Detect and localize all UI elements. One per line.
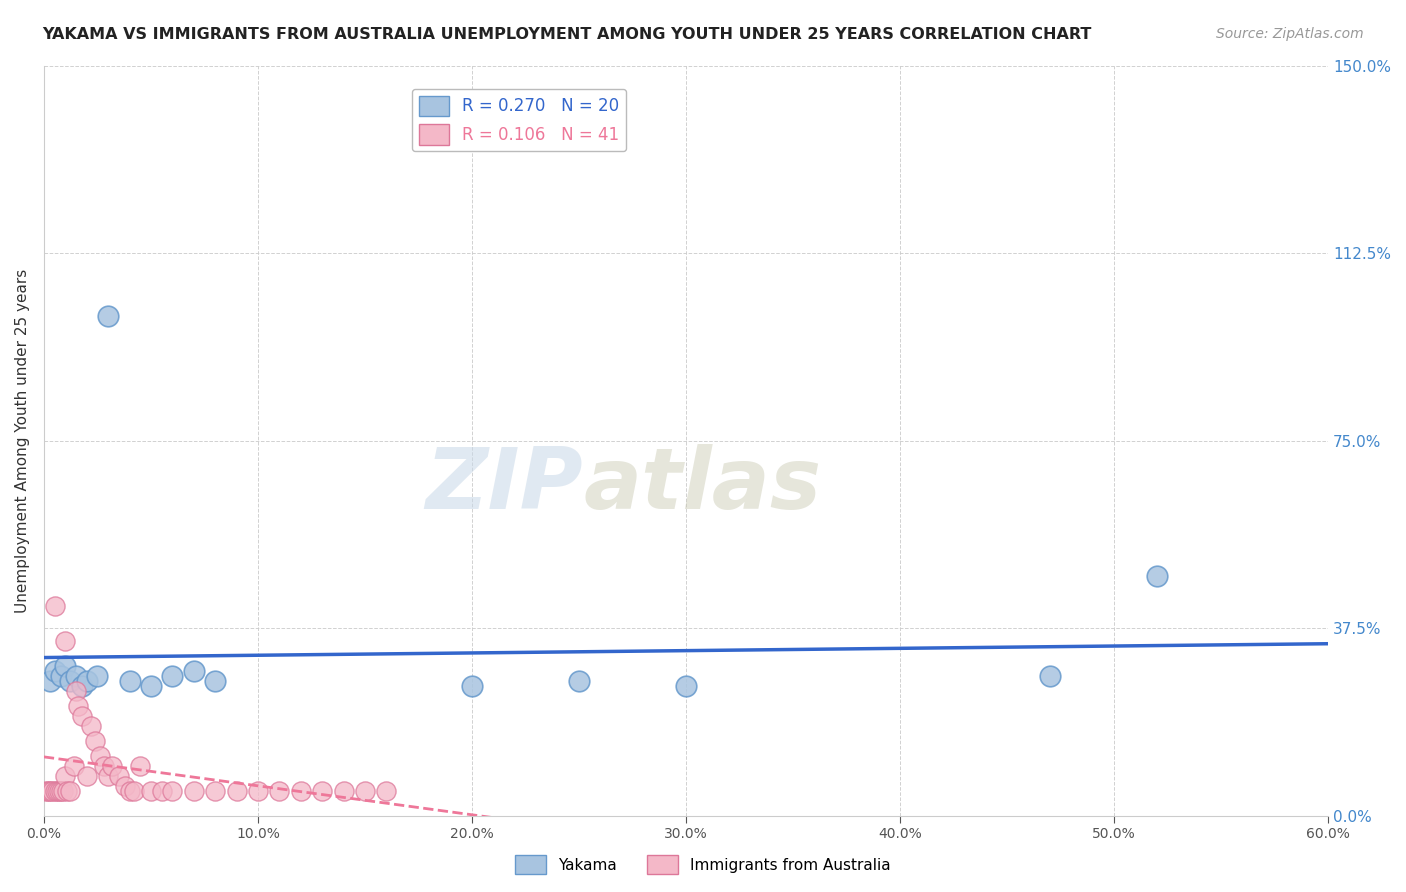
- Text: atlas: atlas: [583, 444, 821, 527]
- Point: [84, 733, 107, 747]
- Point: [139, 783, 162, 797]
- Point: [1146, 568, 1168, 582]
- Point: [39, 783, 62, 797]
- Point: [568, 673, 591, 688]
- Point: [107, 768, 129, 782]
- Point: [332, 783, 354, 797]
- Point: [49, 668, 72, 682]
- Point: [76, 768, 98, 782]
- Point: [89, 748, 111, 763]
- Point: [58, 673, 80, 688]
- Point: [80, 718, 103, 732]
- Point: [183, 783, 205, 797]
- Point: [67, 698, 90, 713]
- Point: [63, 758, 86, 772]
- Point: [1039, 668, 1062, 682]
- Point: [311, 783, 333, 797]
- Point: [44, 783, 66, 797]
- Point: [76, 673, 98, 688]
- Point: [45, 783, 67, 797]
- Point: [97, 309, 120, 323]
- Point: [72, 679, 94, 693]
- Point: [101, 758, 124, 772]
- Legend: R = 0.270   N = 20, R = 0.106   N = 41: R = 0.270 N = 20, R = 0.106 N = 41: [412, 89, 626, 152]
- Point: [72, 708, 94, 723]
- Point: [48, 783, 70, 797]
- Point: [183, 664, 205, 678]
- Point: [461, 679, 484, 693]
- Point: [53, 768, 76, 782]
- Text: YAKAMA VS IMMIGRANTS FROM AUSTRALIA UNEMPLOYMENT AMONG YOUTH UNDER 25 YEARS CORR: YAKAMA VS IMMIGRANTS FROM AUSTRALIA UNEM…: [42, 27, 1091, 42]
- Point: [58, 783, 80, 797]
- Point: [65, 668, 87, 682]
- Point: [41, 783, 63, 797]
- Point: [139, 679, 162, 693]
- Point: [246, 783, 269, 797]
- Text: Source: ZipAtlas.com: Source: ZipAtlas.com: [1216, 27, 1364, 41]
- Point: [354, 783, 377, 797]
- Point: [150, 783, 173, 797]
- Point: [122, 783, 145, 797]
- Point: [118, 673, 141, 688]
- Point: [129, 758, 152, 772]
- Point: [53, 633, 76, 648]
- Point: [65, 683, 87, 698]
- Point: [49, 783, 72, 797]
- Point: [204, 673, 226, 688]
- Point: [37, 783, 59, 797]
- Legend: Yakama, Immigrants from Australia: Yakama, Immigrants from Australia: [509, 849, 897, 880]
- Point: [35, 783, 58, 797]
- Point: [44, 599, 66, 613]
- Point: [162, 783, 184, 797]
- Point: [290, 783, 312, 797]
- Point: [39, 673, 62, 688]
- Point: [269, 783, 291, 797]
- Point: [93, 758, 115, 772]
- Point: [375, 783, 398, 797]
- Point: [162, 668, 184, 682]
- Point: [52, 783, 75, 797]
- Point: [114, 779, 136, 793]
- Point: [204, 783, 226, 797]
- Point: [44, 664, 66, 678]
- Point: [118, 783, 141, 797]
- Point: [675, 679, 697, 693]
- Point: [53, 658, 76, 673]
- Point: [97, 768, 120, 782]
- Point: [56, 783, 79, 797]
- Point: [86, 668, 108, 682]
- Point: [225, 783, 247, 797]
- Y-axis label: Unemployment Among Youth under 25 years: Unemployment Among Youth under 25 years: [15, 268, 30, 613]
- Text: ZIP: ZIP: [426, 444, 583, 527]
